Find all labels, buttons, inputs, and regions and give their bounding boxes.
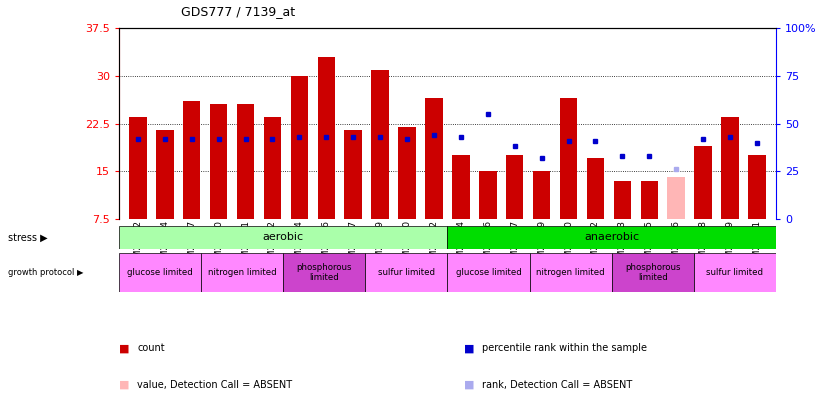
- Bar: [695, 146, 712, 219]
- Bar: [479, 171, 497, 219]
- Bar: [613, 181, 631, 219]
- Bar: [612, 253, 694, 292]
- Bar: [371, 70, 389, 219]
- Bar: [447, 253, 530, 292]
- Bar: [210, 104, 227, 219]
- Text: ■: ■: [119, 343, 130, 353]
- Bar: [694, 253, 776, 292]
- Text: percentile rank within the sample: percentile rank within the sample: [482, 343, 647, 353]
- Bar: [119, 226, 447, 249]
- Text: sulfur limited: sulfur limited: [378, 268, 435, 277]
- Text: growth protocol ▶: growth protocol ▶: [8, 268, 84, 277]
- Bar: [530, 253, 612, 292]
- Text: aerobic: aerobic: [263, 232, 304, 242]
- Bar: [129, 117, 147, 219]
- Bar: [264, 117, 282, 219]
- Bar: [291, 76, 308, 219]
- Bar: [183, 101, 200, 219]
- Bar: [283, 253, 365, 292]
- Text: rank, Detection Call = ABSENT: rank, Detection Call = ABSENT: [482, 380, 632, 390]
- Text: nitrogen limited: nitrogen limited: [536, 268, 605, 277]
- Text: GDS777 / 7139_at: GDS777 / 7139_at: [181, 5, 295, 18]
- Bar: [318, 57, 335, 219]
- Text: ■: ■: [119, 380, 130, 390]
- Text: count: count: [137, 343, 165, 353]
- Bar: [640, 181, 658, 219]
- Bar: [156, 130, 173, 219]
- Bar: [365, 253, 447, 292]
- Bar: [398, 127, 415, 219]
- Text: ■: ■: [464, 380, 475, 390]
- Bar: [533, 171, 550, 219]
- Bar: [506, 155, 524, 219]
- Bar: [447, 226, 776, 249]
- Text: phosphorous
limited: phosphorous limited: [625, 263, 681, 282]
- Bar: [587, 158, 604, 219]
- Bar: [452, 155, 470, 219]
- Bar: [345, 130, 362, 219]
- Text: sulfur limited: sulfur limited: [706, 268, 764, 277]
- Text: stress ▶: stress ▶: [8, 232, 48, 242]
- Bar: [748, 155, 766, 219]
- Bar: [201, 253, 283, 292]
- Bar: [667, 177, 685, 219]
- Bar: [722, 117, 739, 219]
- Bar: [560, 98, 577, 219]
- Text: nitrogen limited: nitrogen limited: [208, 268, 277, 277]
- Text: value, Detection Call = ABSENT: value, Detection Call = ABSENT: [137, 380, 292, 390]
- Text: ■: ■: [464, 343, 475, 353]
- Text: glucose limited: glucose limited: [127, 268, 193, 277]
- Text: glucose limited: glucose limited: [456, 268, 521, 277]
- Text: phosphorous
limited: phosphorous limited: [296, 263, 352, 282]
- Bar: [119, 253, 201, 292]
- Bar: [236, 104, 255, 219]
- Bar: [425, 98, 443, 219]
- Text: anaerobic: anaerobic: [584, 232, 640, 242]
